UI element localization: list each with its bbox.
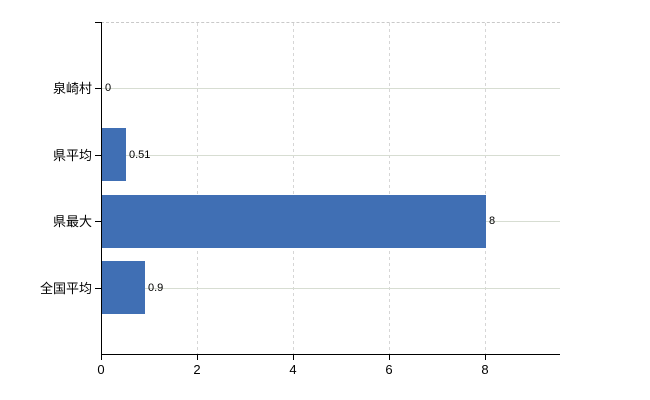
y-axis-label: 全国平均 — [39, 281, 92, 296]
v-gridline — [485, 23, 486, 354]
value-label: 8 — [489, 215, 496, 227]
h-gridline — [101, 288, 560, 289]
bar — [102, 261, 145, 314]
value-label: 0.51 — [129, 149, 151, 161]
y-axis-tick — [95, 221, 101, 222]
value-label: 0 — [105, 82, 112, 94]
v-gridline — [293, 23, 294, 354]
x-axis-tick — [389, 355, 390, 360]
y-axis-line — [101, 22, 102, 355]
y-axis-label: 泉崎村 — [52, 81, 92, 96]
x-axis-tick-label: 6 — [385, 362, 393, 377]
y-axis-tick — [95, 288, 101, 289]
x-axis-tick — [293, 355, 294, 360]
x-axis-tick-label: 8 — [481, 362, 489, 377]
x-axis-tick — [101, 355, 102, 360]
x-axis-tick — [485, 355, 486, 360]
h-gridline — [101, 155, 560, 156]
y-axis-tick — [95, 155, 101, 156]
value-label: 0.9 — [148, 282, 164, 294]
plot-top-border — [101, 22, 560, 23]
bar — [102, 128, 126, 181]
x-axis-tick-label: 2 — [193, 362, 201, 377]
y-axis-label: 県平均 — [52, 148, 92, 163]
plot-area: 0 0.51 8 0.9 — [101, 22, 560, 354]
x-axis-tick — [197, 355, 198, 360]
y-axis-label: 県最大 — [52, 214, 92, 229]
y-axis-tick — [95, 22, 101, 23]
y-axis-tick — [95, 88, 101, 89]
bar — [102, 195, 486, 248]
v-gridline — [197, 23, 198, 354]
x-axis-tick-label: 0 — [97, 362, 105, 377]
h-gridline — [101, 88, 560, 89]
x-axis-tick-label: 4 — [289, 362, 297, 377]
v-gridline — [389, 23, 390, 354]
x-axis-line — [101, 354, 560, 355]
